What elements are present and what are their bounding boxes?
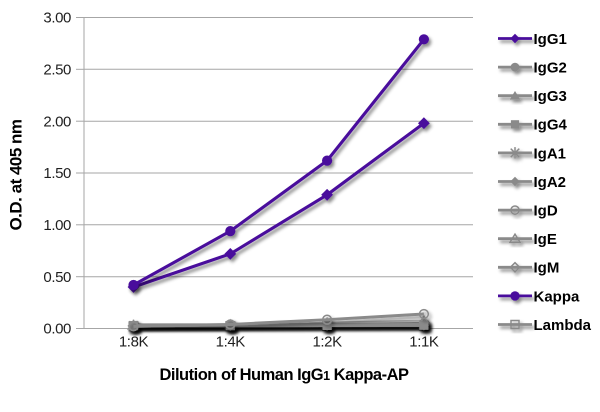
svg-text:Kappa: Kappa [534, 288, 581, 305]
svg-text:2.00: 2.00 [43, 113, 71, 130]
svg-text:3.00: 3.00 [43, 10, 71, 27]
svg-text:IgG4: IgG4 [534, 117, 568, 134]
svg-text:IgE: IgE [534, 231, 557, 248]
svg-text:1.50: 1.50 [43, 165, 71, 182]
svg-text:Lambda: Lambda [534, 317, 592, 334]
svg-text:1:1K: 1:1K [409, 334, 439, 351]
svg-text:1.00: 1.00 [43, 217, 71, 234]
svg-text:IgM: IgM [534, 260, 560, 277]
svg-text:IgG1: IgG1 [534, 31, 567, 48]
svg-text:1:2K: 1:2K [312, 334, 342, 351]
svg-text:0.00: 0.00 [43, 321, 71, 338]
svg-text:IgG2: IgG2 [534, 60, 567, 77]
svg-text:IgD: IgD [534, 203, 558, 220]
svg-text:Dilution of Human IgG1 Kappa-A: Dilution of Human IgG1 Kappa-AP [159, 366, 409, 384]
svg-text:0.50: 0.50 [43, 269, 71, 286]
svg-text:1:4K: 1:4K [216, 334, 246, 351]
svg-text:IgA1: IgA1 [534, 145, 567, 162]
svg-text:O.D. at 405 nm: O.D. at 405 nm [7, 119, 26, 230]
svg-text:IgA2: IgA2 [534, 174, 567, 191]
svg-text:2.50: 2.50 [43, 62, 71, 79]
svg-text:1:8K: 1:8K [119, 334, 149, 351]
svg-text:IgG3: IgG3 [534, 88, 567, 105]
